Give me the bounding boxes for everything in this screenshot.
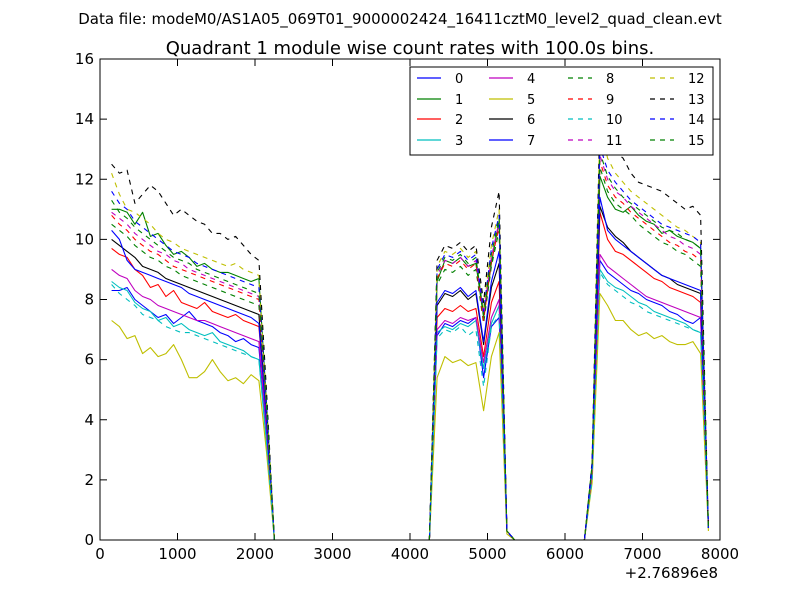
y-tick-label-8: 16 [75, 50, 94, 68]
legend-label-10: 10 [606, 113, 623, 128]
legend-label-4: 4 [527, 72, 535, 87]
x-tick-label-6: 6000 [546, 545, 584, 563]
x-axis-offset-label: +2.76896e8 [625, 564, 718, 582]
series-layer [111, 115, 709, 540]
legend-label-9: 9 [606, 93, 614, 108]
legend-label-8: 8 [606, 72, 614, 87]
legend-label-5: 5 [527, 93, 535, 108]
y-tick-label-6: 12 [75, 170, 94, 188]
series-line-0 [111, 259, 709, 540]
x-tick-label-5: 5000 [468, 545, 506, 563]
legend-label-6: 6 [527, 113, 535, 128]
series-line-7 [111, 196, 709, 540]
legend-label-0: 0 [455, 72, 463, 87]
series-line-11 [111, 154, 709, 540]
series-line-3 [111, 268, 709, 540]
data-file-caption: Data file: modeM0/AS1A05_069T01_90000024… [78, 10, 722, 29]
y-tick-label-7: 14 [75, 110, 94, 128]
axis-ticks: 0 1000 2000 3000 4000 5000 6000 7000 80000246810… [75, 50, 739, 563]
y-tick-label-3: 6 [84, 351, 94, 369]
y-tick-label-2: 4 [84, 411, 94, 429]
series-line-14 [111, 145, 709, 540]
series-line-9 [111, 160, 709, 540]
x-tick-label-3: 3000 [313, 545, 351, 563]
legend-label-13: 13 [688, 93, 705, 108]
x-tick-label-7: 7000 [623, 545, 661, 563]
legend-label-7: 7 [527, 134, 535, 149]
series-line-8 [111, 166, 709, 540]
legend-label-11: 11 [606, 134, 623, 149]
series-line-4 [111, 253, 709, 540]
series-line-2 [111, 211, 709, 540]
x-tick-label-2: 2000 [236, 545, 274, 563]
series-line-12 [111, 124, 709, 540]
legend-label-12: 12 [688, 72, 705, 87]
x-tick-label-8: 8000 [701, 545, 739, 563]
legend-label-15: 15 [688, 134, 705, 149]
x-tick-label-1: 1000 [158, 545, 196, 563]
x-tick-label-0: 0 [95, 545, 105, 563]
y-tick-label-5: 10 [75, 230, 94, 248]
legend-label-1: 1 [455, 93, 463, 108]
legend-label-14: 14 [688, 113, 705, 128]
series-line-10 [111, 271, 709, 540]
y-tick-label-0: 0 [84, 531, 94, 549]
y-tick-label-1: 2 [84, 471, 94, 489]
chart-title: Quadrant 1 module wise count rates with … [166, 38, 655, 59]
y-tick-label-4: 8 [84, 291, 94, 309]
series-line-13 [111, 115, 709, 540]
series-line-5 [111, 292, 709, 540]
x-tick-label-4: 4000 [391, 545, 429, 563]
legend-label-3: 3 [455, 134, 463, 149]
legend-label-2: 2 [455, 113, 463, 128]
